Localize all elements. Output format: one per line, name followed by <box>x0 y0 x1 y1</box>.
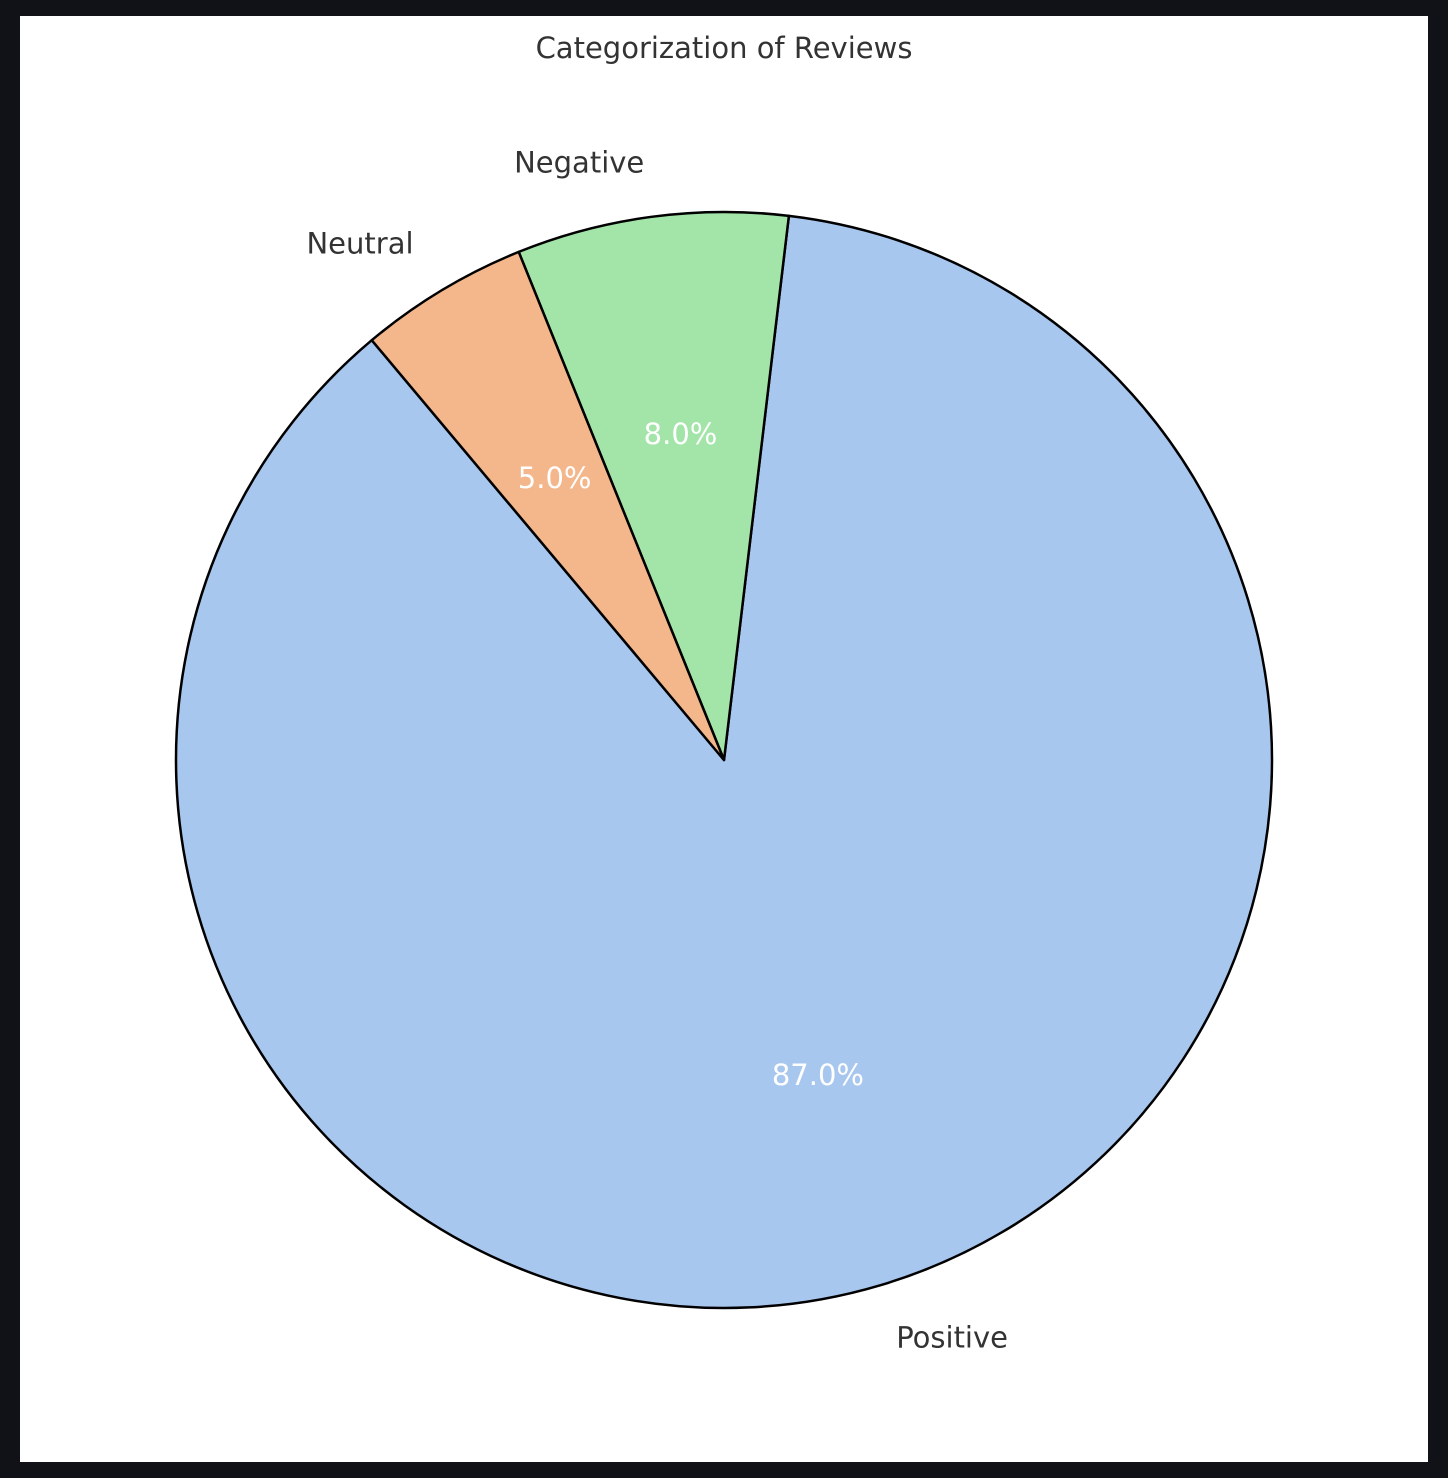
pie-slices <box>174 210 1274 1310</box>
pct-label-negative: 8.0% <box>644 417 718 451</box>
pie-slice-neutral <box>370 250 726 762</box>
pie-labels: 87.0% Positive 8.0% Negative 5.0% Neutral <box>306 145 1008 1354</box>
category-label-positive: Positive <box>896 1321 1008 1355</box>
pie-slice-negative <box>517 210 791 762</box>
pie-slice-positive <box>174 214 1274 1310</box>
category-label-negative: Negative <box>514 145 644 179</box>
chart-title: Categorization of Reviews <box>536 31 913 65</box>
pct-label-neutral: 5.0% <box>518 461 592 495</box>
category-label-neutral: Neutral <box>306 226 413 260</box>
pct-label-positive: 87.0% <box>772 1058 864 1092</box>
